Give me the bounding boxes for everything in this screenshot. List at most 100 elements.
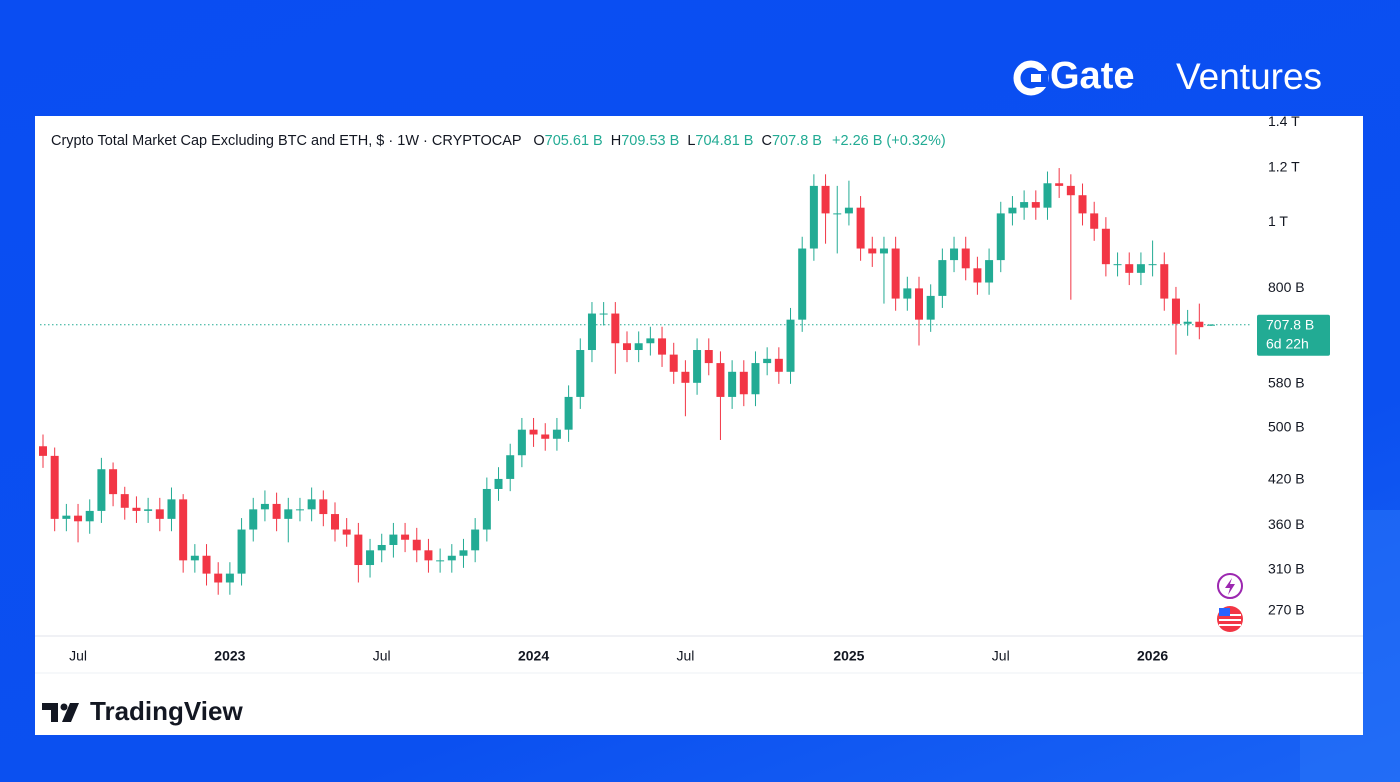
- candle-body: [809, 185, 818, 249]
- candle-body: [599, 313, 608, 315]
- brand-name: Gate: [1050, 55, 1134, 97]
- logo-square: [1031, 74, 1041, 82]
- candles: [39, 168, 1215, 595]
- candle-body: [109, 469, 118, 495]
- candle-body: [1066, 185, 1075, 196]
- candle-body: [389, 534, 398, 545]
- y-tick-label: 580 B: [1268, 375, 1305, 391]
- candle-body: [517, 429, 526, 456]
- candle-body: [249, 509, 258, 530]
- candle-body: [284, 509, 293, 519]
- flag-icon[interactable]: [1217, 606, 1243, 632]
- x-tick-label: 2026: [1137, 648, 1168, 664]
- ohlc-key: O: [533, 133, 544, 149]
- candle-body: [856, 207, 865, 249]
- candle-body: [996, 213, 1005, 261]
- candle-body: [85, 510, 94, 522]
- y-tick-label: 1 T: [1268, 213, 1288, 229]
- candle-body: [868, 248, 877, 254]
- candle-body: [926, 295, 935, 320]
- candle-body: [623, 343, 631, 351]
- candle-body: [1043, 183, 1052, 208]
- candle-body: [634, 343, 643, 351]
- candle-body: [1031, 202, 1040, 208]
- candle-body: [552, 429, 561, 439]
- y-tick-label: 420 B: [1268, 470, 1305, 486]
- price-label-box: [1257, 314, 1330, 356]
- candle-body: [214, 573, 223, 583]
- candle-body: [704, 350, 713, 364]
- ohlc-key: L: [687, 133, 695, 149]
- icon-stripe: [1219, 619, 1241, 621]
- countdown: 6d 22h: [1266, 335, 1309, 351]
- candle-body: [1171, 298, 1180, 324]
- price-label: 707.8 B: [1266, 316, 1314, 332]
- candle-body: [424, 550, 433, 561]
- candle-body: [1207, 324, 1215, 326]
- candle-body: [225, 573, 234, 583]
- ohlc-value: 709.53 B: [621, 133, 679, 149]
- y-tick-label: 1.4 T: [1268, 113, 1300, 129]
- candle-body: [1183, 321, 1192, 324]
- candle-body: [1195, 321, 1204, 328]
- candle-body: [938, 260, 947, 296]
- candle-body: [903, 288, 912, 299]
- candle-body: [844, 207, 853, 214]
- tradingview-logo: [42, 703, 79, 722]
- candle-body: [891, 248, 900, 299]
- y-tick-label: 800 B: [1268, 279, 1305, 295]
- y-tick-label: 1.2 T: [1268, 159, 1300, 175]
- candle-body: [50, 455, 59, 519]
- candle-body: [447, 555, 456, 561]
- candle-body: [985, 260, 994, 283]
- x-tick-label: 2025: [833, 648, 864, 664]
- x-tick-label: Jul: [676, 648, 694, 664]
- candle-body: [144, 509, 153, 511]
- candle-body: [120, 494, 129, 508]
- candle-body: [295, 509, 304, 511]
- chart-header: Crypto Total Market Cap Excluding BTC an…: [51, 133, 946, 149]
- candle-body: [1125, 264, 1134, 273]
- candle-body: [132, 507, 141, 511]
- gate-logo: [1013, 60, 1049, 96]
- candle-body: [482, 488, 491, 530]
- source: TradingView: [90, 696, 243, 726]
- candle-body: [833, 213, 842, 215]
- candle-body: [681, 371, 690, 383]
- icon-canton: [1219, 608, 1230, 616]
- candle-body: [471, 529, 480, 551]
- icon-bolt: [1225, 578, 1235, 595]
- x-tick-label: 2023: [214, 648, 245, 664]
- x-tick-label: 2024: [518, 648, 549, 664]
- candle-body: [436, 560, 445, 562]
- candle-body: [237, 529, 246, 574]
- candle-body: [915, 288, 923, 320]
- ohlc-key: H: [611, 133, 621, 149]
- logo-shape: [62, 703, 79, 722]
- candle-body: [1148, 264, 1157, 266]
- candle-body: [1160, 264, 1169, 299]
- alert-icon[interactable]: [1217, 573, 1243, 599]
- x-tick-label: Jul: [69, 648, 87, 664]
- candle-body: [272, 503, 281, 519]
- logo-shape: [42, 703, 58, 722]
- candle-body: [167, 499, 176, 519]
- candle-body: [798, 248, 807, 320]
- candle-body: [763, 358, 772, 364]
- ohlc-key: C: [762, 133, 772, 149]
- candle-body: [331, 514, 339, 530]
- candle-body: [1055, 183, 1064, 186]
- icon-stripe: [1219, 624, 1241, 626]
- candle-body: [716, 363, 725, 397]
- candle-body: [74, 515, 83, 522]
- candle-body: [646, 338, 655, 344]
- candle-body: [973, 268, 982, 283]
- candle-body: [377, 544, 386, 551]
- candle-body: [728, 371, 737, 397]
- change: +2.26 B (+0.32%): [832, 133, 946, 149]
- candle-body: [587, 313, 596, 351]
- candle-body: [669, 354, 678, 372]
- candle-body: [506, 455, 515, 479]
